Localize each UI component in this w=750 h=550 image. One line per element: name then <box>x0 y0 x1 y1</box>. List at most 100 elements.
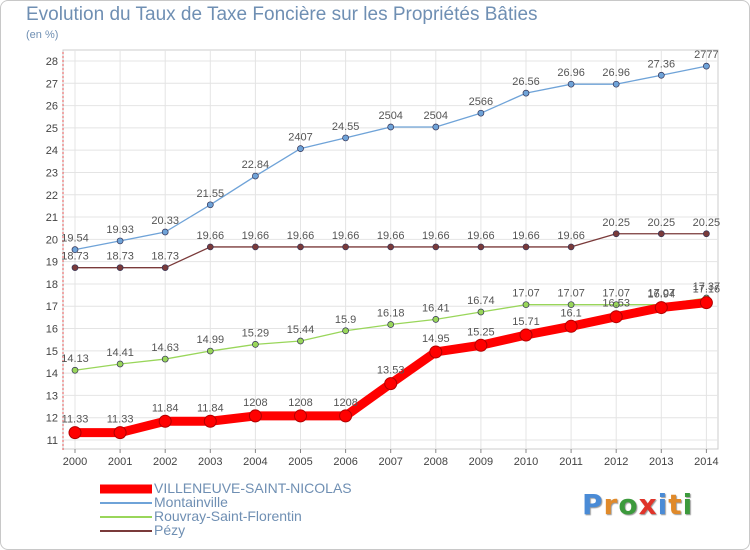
data-label: 1208 <box>243 397 267 409</box>
legend-swatch-rouvray <box>100 516 152 518</box>
data-point[interactable] <box>657 230 665 238</box>
data-point[interactable] <box>477 243 485 251</box>
data-point[interactable] <box>161 264 169 272</box>
y-tick-label: 14 <box>46 368 58 380</box>
data-point[interactable] <box>477 308 485 316</box>
data-point[interactable] <box>703 230 710 238</box>
x-tick-label: 2010 <box>514 456 538 468</box>
data-point[interactable] <box>567 243 575 251</box>
data-label: 17.07 <box>602 288 630 300</box>
data-label: 18.73 <box>151 251 179 263</box>
data-point[interactable] <box>68 426 82 440</box>
data-point[interactable] <box>116 237 124 245</box>
data-label: 17.37 <box>693 281 721 293</box>
data-point[interactable] <box>387 123 395 131</box>
data-point[interactable] <box>297 145 304 152</box>
legend-item-montainville[interactable]: Montainville <box>100 494 500 510</box>
legend-item-pezy[interactable]: Pézy <box>100 522 500 538</box>
data-point[interactable] <box>567 80 575 88</box>
data-point[interactable] <box>71 246 79 253</box>
data-point[interactable] <box>71 366 79 374</box>
data-point[interactable] <box>384 377 398 391</box>
data-point[interactable] <box>113 426 127 440</box>
data-point[interactable] <box>342 327 349 335</box>
data-label: 19.66 <box>287 230 315 242</box>
data-point[interactable] <box>429 345 443 359</box>
data-point[interactable] <box>609 310 623 324</box>
data-label: 16.74 <box>467 295 495 307</box>
data-point[interactable] <box>477 109 485 117</box>
data-point[interactable] <box>206 201 214 209</box>
x-tick-label: 2005 <box>288 456 312 468</box>
data-point[interactable] <box>116 360 124 368</box>
data-label: 24.55 <box>332 121 360 133</box>
data-point[interactable] <box>252 243 259 251</box>
data-point[interactable] <box>703 62 710 70</box>
data-point[interactable] <box>519 328 533 342</box>
data-point[interactable] <box>522 301 530 309</box>
data-point[interactable] <box>252 341 259 348</box>
data-point[interactable] <box>158 414 172 428</box>
x-tick-label: 2004 <box>243 456 267 468</box>
data-point[interactable] <box>116 264 124 272</box>
data-point[interactable] <box>657 71 665 79</box>
data-point[interactable] <box>339 409 353 423</box>
legend-item-villeneuve[interactable]: VILLENEUVE-SAINT-NICOLAS <box>100 480 500 496</box>
data-point[interactable] <box>474 338 488 352</box>
data-label: 19.54 <box>61 233 89 245</box>
y-tick-label: 19 <box>46 257 58 269</box>
legend-label-montainville: Montainville <box>154 494 228 510</box>
data-point[interactable] <box>297 337 304 345</box>
data-point[interactable] <box>342 243 349 251</box>
data-label: 27.36 <box>648 58 676 70</box>
data-point[interactable] <box>432 123 440 131</box>
chart-subtitle: (en %) <box>26 29 59 41</box>
data-label: 1208 <box>333 397 357 409</box>
data-point[interactable] <box>206 243 214 251</box>
data-point[interactable] <box>342 134 349 142</box>
y-tick-label: 17 <box>46 301 58 313</box>
data-label: 15.25 <box>467 326 495 338</box>
data-point[interactable] <box>432 243 440 251</box>
data-point[interactable] <box>522 89 530 97</box>
data-point[interactable] <box>612 80 620 88</box>
x-tick-label: 2002 <box>153 456 177 468</box>
y-tick-label: 12 <box>46 413 58 425</box>
data-label: 14.95 <box>422 333 450 345</box>
data-point[interactable] <box>297 243 304 251</box>
data-point[interactable] <box>654 301 668 315</box>
data-point[interactable] <box>203 414 217 428</box>
x-tick-label: 2014 <box>694 456 718 468</box>
data-label: 21.55 <box>197 188 225 200</box>
data-label: 20.33 <box>151 215 179 227</box>
y-tick-label: 15 <box>46 346 58 358</box>
data-label: 26.56 <box>512 76 540 88</box>
data-point[interactable] <box>522 243 530 251</box>
data-point[interactable] <box>612 230 620 238</box>
data-point[interactable] <box>248 409 262 423</box>
x-tick-label: 2001 <box>108 456 132 468</box>
data-point[interactable] <box>161 228 169 236</box>
data-point[interactable] <box>71 264 79 272</box>
data-label: 16.53 <box>602 298 630 310</box>
data-point[interactable] <box>387 243 395 251</box>
data-point[interactable] <box>567 301 575 309</box>
data-point[interactable] <box>432 316 440 323</box>
data-point[interactable] <box>206 347 214 355</box>
proxiti-logo: Proxiti <box>582 488 694 521</box>
y-tick-label: 25 <box>46 123 58 135</box>
data-point[interactable] <box>387 321 395 328</box>
x-tick-label: 2000 <box>63 456 87 468</box>
data-point[interactable] <box>564 319 578 333</box>
data-point[interactable] <box>252 172 259 180</box>
legend-item-rouvray[interactable]: Rouvray-Saint-Florentin <box>100 508 500 524</box>
data-point[interactable] <box>294 409 307 423</box>
x-tick-label: 2013 <box>649 456 673 468</box>
legend-swatch-montainville <box>100 502 152 504</box>
data-point[interactable] <box>612 301 620 309</box>
legend: VILLENEUVE-SAINT-NICOLAS Montainville Ro… <box>100 480 500 538</box>
data-point[interactable] <box>699 296 713 310</box>
chart-title: Evolution du Taux de Taxe Foncière sur l… <box>26 4 538 25</box>
data-point[interactable] <box>161 355 169 363</box>
data-label: 16.41 <box>422 302 450 314</box>
